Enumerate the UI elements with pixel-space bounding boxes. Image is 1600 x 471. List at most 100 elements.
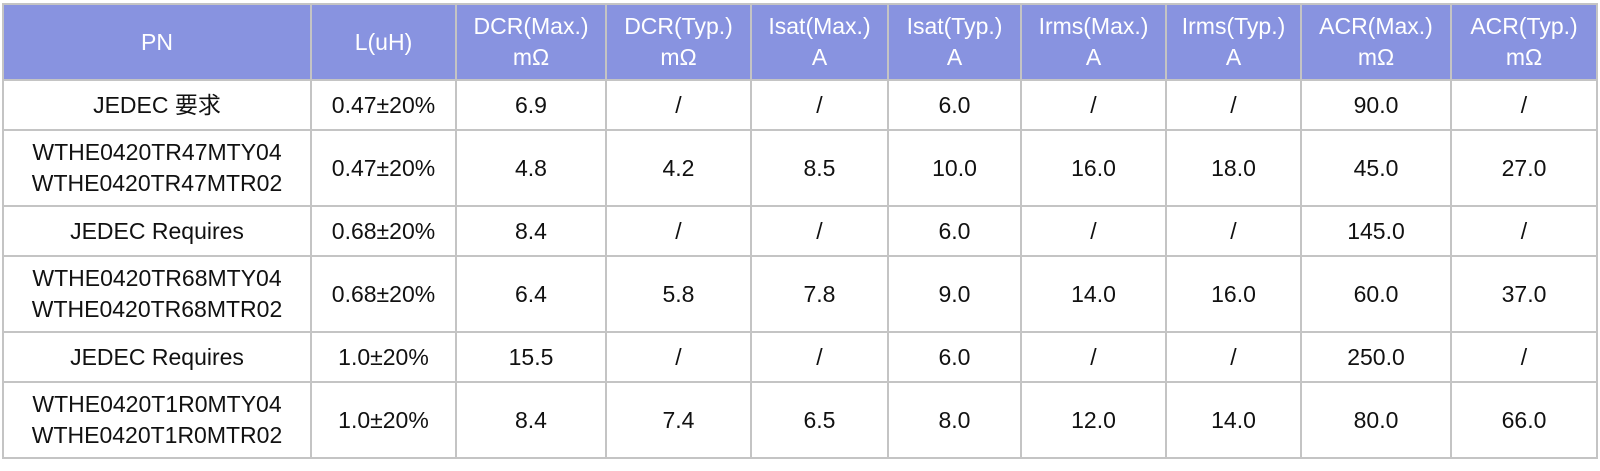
cell-line: Isat(Typ.)	[906, 13, 1003, 39]
cell-line: 8.4	[515, 406, 547, 433]
table-cell: 37.0	[1450, 255, 1598, 333]
cell-line: mΩ	[512, 44, 550, 70]
cell-line: L(uH)	[354, 28, 413, 55]
table-row: WTHE0420T1R0MTY04 WTHE0420T1R0MTR02 1.0±20…	[2, 381, 1598, 459]
cell-line: 250.0	[1347, 343, 1405, 370]
cell-line: /	[1520, 343, 1528, 370]
cell-line: 6.9	[515, 91, 547, 118]
table-cell: 0.47±20%	[310, 79, 457, 131]
cell-line: 15.5	[508, 343, 554, 370]
header-cell: Irms(Max.) A	[1020, 3, 1167, 81]
cell-line: 16.0	[1071, 154, 1116, 181]
table-cell: /	[1450, 79, 1598, 131]
cell-line: /	[1520, 217, 1528, 244]
cell-line: JEDEC Requires	[70, 343, 244, 370]
cell-line: /	[675, 217, 682, 244]
table-cell: WTHE0420TR68MTY04 WTHE0420TR68MTR02	[2, 255, 312, 333]
cell-line: WTHE0420TR47MTY04	[32, 139, 282, 165]
table-cell: 4.2	[605, 129, 752, 207]
cell-line: JEDEC 要求	[93, 91, 221, 118]
table-cell: 8.5	[750, 129, 889, 207]
cell-line: 0.47±20%	[331, 154, 436, 181]
table-cell: 12.0	[1020, 381, 1167, 459]
cell-line: DCR(Typ.)	[624, 13, 733, 39]
table-cell: 60.0	[1300, 255, 1452, 333]
table-cell: 250.0	[1300, 331, 1452, 383]
table-row: JEDEC Requires 1.0±20% 15.5 / / 6.0 / / 250.0 /	[2, 331, 1598, 383]
cell-line: 4.2	[662, 154, 695, 181]
cell-line: 6.0	[938, 91, 971, 118]
spec-table: PN L(uH) DCR(Max.) mΩ DCR(Typ.) mΩ Isat(Max.) A…	[2, 3, 1598, 459]
cell-line: 9.0	[938, 280, 971, 307]
table-body: JEDEC 要求 0.47±20% 6.9 / / 6.0 / / 90.0 / WTHE0420T…	[2, 79, 1598, 459]
cell-line: /	[1520, 91, 1528, 118]
table-cell: JEDEC 要求	[2, 79, 312, 131]
table-cell: 18.0	[1165, 129, 1302, 207]
table-cell: 5.8	[605, 255, 752, 333]
table-cell: 6.9	[455, 79, 607, 131]
table-cell: /	[1020, 79, 1167, 131]
table-cell: 8.4	[455, 205, 607, 257]
table-cell: /	[1165, 331, 1302, 383]
table-cell: /	[1165, 79, 1302, 131]
table-cell: 1.0±20%	[310, 331, 457, 383]
cell-line: 37.0	[1501, 280, 1547, 307]
table-row: JEDEC 要求 0.47±20% 6.9 / / 6.0 / / 90.0 /	[2, 79, 1598, 131]
header-cell: ACR(Typ.) mΩ	[1450, 3, 1598, 81]
cell-line: 10.0	[932, 154, 977, 181]
cell-line: WTHE0420TR47MTR02	[31, 170, 283, 196]
cell-line: 27.0	[1501, 154, 1547, 181]
cell-line: WTHE0420T1R0MTY04	[32, 391, 282, 417]
cell-line: 14.0	[1211, 406, 1256, 433]
table-cell: 16.0	[1020, 129, 1167, 207]
table-cell: 10.0	[887, 129, 1022, 207]
table-cell: 15.5	[455, 331, 607, 383]
cell-line: 7.4	[662, 406, 695, 433]
cell-line: A	[811, 44, 828, 70]
cell-line: 6.0	[938, 343, 971, 370]
table-cell: 0.68±20%	[310, 205, 457, 257]
header-cell: Irms(Typ.) A	[1165, 3, 1302, 81]
table-cell: 7.8	[750, 255, 889, 333]
table-cell: 16.0	[1165, 255, 1302, 333]
header-cell: ACR(Max.) mΩ	[1300, 3, 1452, 81]
header-cell: L(uH)	[310, 3, 457, 81]
table-cell: /	[605, 331, 752, 383]
table-cell: /	[1165, 205, 1302, 257]
table-cell: 14.0	[1020, 255, 1167, 333]
table-cell: 45.0	[1300, 129, 1452, 207]
header-cell: Isat(Typ.) A	[887, 3, 1022, 81]
table-cell: 145.0	[1300, 205, 1452, 257]
table-cell: 6.4	[455, 255, 607, 333]
cell-line: 45.0	[1353, 154, 1399, 181]
table-cell: JEDEC Requires	[2, 205, 312, 257]
cell-line: WTHE0420TR68MTR02	[31, 296, 283, 322]
table-cell: /	[750, 331, 889, 383]
header-cell: PN	[2, 3, 312, 81]
table-cell: 0.68±20%	[310, 255, 457, 333]
table-cell: 27.0	[1450, 129, 1598, 207]
header-cell: Isat(Max.) A	[750, 3, 889, 81]
cell-line: /	[816, 91, 823, 118]
table-cell: /	[605, 205, 752, 257]
cell-line: mΩ	[1357, 44, 1395, 70]
cell-line: 6.5	[803, 406, 836, 433]
cell-line: 145.0	[1347, 217, 1405, 244]
cell-line: /	[1090, 91, 1097, 118]
cell-line: 4.8	[515, 154, 547, 181]
cell-line: A	[946, 44, 963, 70]
cell-line: 14.0	[1071, 280, 1116, 307]
table-cell: /	[1020, 331, 1167, 383]
table-cell: 6.0	[887, 79, 1022, 131]
table-cell: 6.5	[750, 381, 889, 459]
cell-line: Isat(Max.)	[768, 13, 871, 39]
cell-line: Irms(Max.)	[1038, 13, 1149, 39]
cell-line: /	[816, 217, 823, 244]
cell-line: 6.0	[938, 217, 971, 244]
header-cell: DCR(Typ.) mΩ	[605, 3, 752, 81]
table-row: WTHE0420TR68MTY04 WTHE0420TR68MTR02 0.68±2…	[2, 255, 1598, 333]
cell-line: JEDEC Requires	[70, 217, 244, 244]
cell-line: 1.0±20%	[338, 343, 429, 370]
cell-line: 8.5	[803, 154, 836, 181]
